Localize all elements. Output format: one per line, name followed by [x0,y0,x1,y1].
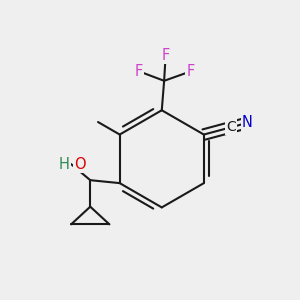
Text: F: F [161,48,170,63]
Text: C: C [226,120,236,134]
Text: O: O [74,157,86,172]
Text: H: H [59,157,70,172]
Text: F: F [187,64,195,79]
Text: N: N [242,116,253,130]
Text: F: F [135,64,143,79]
